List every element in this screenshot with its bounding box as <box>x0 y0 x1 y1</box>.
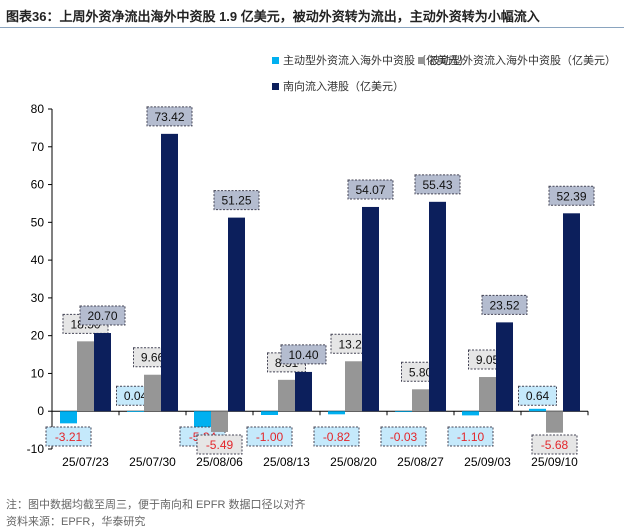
data-label: 5.80 <box>409 365 433 379</box>
x-tick-label: 25/08/20 <box>330 455 377 469</box>
bar-2 <box>563 213 580 412</box>
legend-label: 南向流入港股（亿美元） <box>283 79 404 93</box>
bar-1 <box>546 411 563 433</box>
legend-swatch <box>272 83 279 90</box>
bar-2 <box>295 371 312 412</box>
bar-2 <box>429 201 446 412</box>
bar-0 <box>261 411 278 415</box>
data-label-box <box>246 426 293 447</box>
bar-2 <box>161 133 178 412</box>
data-label: -0.03 <box>390 430 418 444</box>
x-tick-label: 25/08/06 <box>196 455 243 469</box>
data-label-box <box>313 426 360 447</box>
x-tick-label: 25/07/30 <box>129 455 176 469</box>
data-label: 0.04 <box>124 389 148 403</box>
bar-2 <box>94 333 111 412</box>
data-label-box <box>213 190 260 211</box>
y-tick-label: 50 <box>31 215 45 229</box>
bar-0 <box>60 411 77 424</box>
data-label: 52.39 <box>556 189 586 203</box>
bar-0 <box>462 411 479 416</box>
y-tick-label: 20 <box>31 329 45 343</box>
data-label: 51.25 <box>221 194 251 208</box>
bar-1 <box>278 379 295 412</box>
title-divider <box>0 27 624 28</box>
data-label: -1.10 <box>457 430 485 444</box>
figure-title: 图表36：上周外资净流出海外中资股 1.9 亿美元，被动外资转为流出，主动外资转… <box>6 9 540 24</box>
bar-1 <box>345 361 362 412</box>
legend-swatch <box>418 57 425 64</box>
data-label: 13.22 <box>338 337 368 351</box>
data-label: 55.43 <box>422 178 452 192</box>
data-label-box <box>531 434 578 455</box>
bar-1 <box>211 411 228 432</box>
data-label-box <box>481 294 528 315</box>
bar-1 <box>412 389 429 412</box>
legend-label: 被动型外资流入海外中资股（亿美元） <box>429 53 616 67</box>
data-label-box <box>518 385 557 406</box>
bar-2 <box>362 206 379 412</box>
y-tick-label: 60 <box>31 178 45 192</box>
bar-0 <box>328 411 345 415</box>
data-label: -3.21 <box>55 430 83 444</box>
data-label-box <box>280 344 327 365</box>
data-label: 54.07 <box>355 183 385 197</box>
y-tick-label: 10 <box>31 366 45 380</box>
x-tick-label: 25/08/13 <box>263 455 310 469</box>
y-tick-label: 0 <box>37 404 44 418</box>
y-tick-label: 70 <box>31 140 45 154</box>
data-label-box <box>447 426 494 447</box>
data-label: 9.66 <box>141 351 165 365</box>
data-label: 20.70 <box>87 309 117 323</box>
data-label-box <box>196 434 243 455</box>
bar-1 <box>77 341 94 412</box>
bar-2 <box>496 322 513 412</box>
bar-0 <box>127 411 144 412</box>
data-label: -1.00 <box>256 430 284 444</box>
x-tick-label: 25/07/23 <box>62 455 109 469</box>
source-note: 资料来源：EPFR，华泰研究 <box>6 516 146 528</box>
y-tick-label: -10 <box>27 442 45 456</box>
bar-chart: 主动型外资流入海外中资股（亿美元）被动型外资流入海外中资股（亿美元）南向流入港股… <box>27 53 616 469</box>
data-label-box <box>146 106 193 127</box>
data-label-box <box>45 426 92 447</box>
data-label-box <box>347 179 394 200</box>
data-label-box <box>380 426 427 447</box>
data-label-box <box>414 174 461 195</box>
data-label: 23.52 <box>489 298 519 312</box>
x-tick-label: 25/09/03 <box>464 455 511 469</box>
data-label: -5.68 <box>541 438 569 452</box>
y-tick-label: 40 <box>31 253 45 267</box>
bar-0 <box>194 411 211 432</box>
footnote: 注：图中数据均截至周三，便于南向和 EPFR 数据口径以对齐 <box>6 499 306 511</box>
y-tick-label: 30 <box>31 291 45 305</box>
data-label: 9.05 <box>476 353 500 367</box>
legend-swatch <box>272 57 279 64</box>
data-label: -0.82 <box>323 430 351 444</box>
bar-0 <box>529 408 546 412</box>
bar-0 <box>395 411 412 413</box>
data-label-box <box>548 185 595 206</box>
data-label: 73.42 <box>154 110 184 124</box>
bar-1 <box>479 377 496 412</box>
data-label: 10.40 <box>288 348 318 362</box>
bar-2 <box>228 217 245 412</box>
data-label: 0.64 <box>526 389 550 403</box>
bar-1 <box>144 374 161 412</box>
data-label-box <box>79 305 126 326</box>
x-tick-label: 25/08/27 <box>397 455 444 469</box>
y-tick-label: 80 <box>31 102 45 116</box>
x-tick-label: 25/09/10 <box>531 455 578 469</box>
data-label: -5.49 <box>206 438 234 452</box>
